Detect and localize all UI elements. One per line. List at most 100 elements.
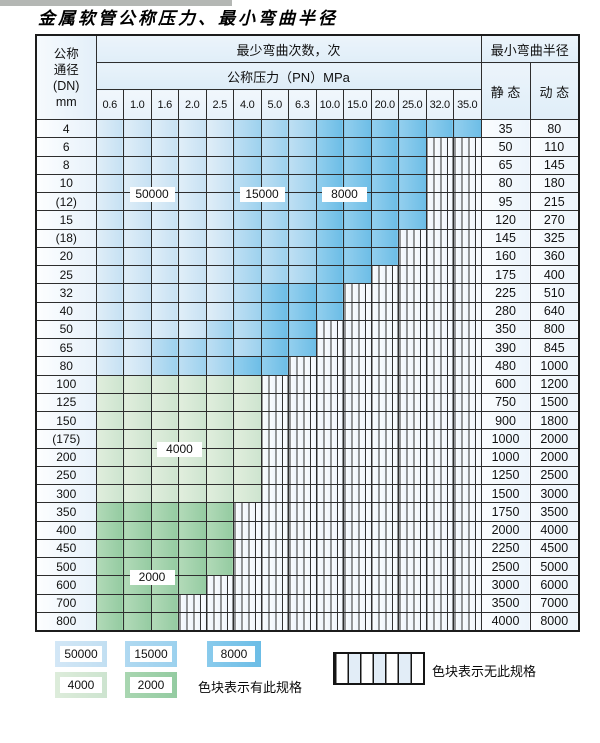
dn-value: 40 (35, 301, 97, 321)
zone-cell-no-spec (315, 465, 344, 486)
zone-cell-2000 (123, 611, 152, 632)
static-radius-value: 2000 (480, 520, 531, 540)
dn-header-line: 公称 (53, 46, 79, 61)
zone-cell-50000 (178, 191, 207, 212)
static-radius-value: 3500 (480, 593, 531, 613)
zone-cell-2000 (150, 520, 179, 540)
zone-cell-no-spec (425, 319, 454, 340)
table-row: 350 1750 3500 (35, 502, 580, 522)
pressure-tick: 15.0 (343, 89, 372, 120)
zone-cell-8000 (288, 301, 317, 321)
zone-cell-no-spec (398, 319, 427, 340)
zone-cell-no-spec (370, 337, 399, 358)
dynamic-radius-value: 80 (529, 118, 580, 139)
zone-cell-no-spec (453, 155, 482, 175)
dynamic-radius-value: 215 (529, 191, 580, 212)
zone-cell-no-spec (425, 410, 454, 431)
zone-cell-no-spec (398, 337, 427, 358)
legend-swatch-label: 8000 (213, 646, 255, 662)
zone-cell-8000 (370, 228, 399, 248)
dynamic-radius-value: 3500 (529, 502, 580, 522)
dynamic-radius-value: 510 (529, 283, 580, 303)
pressure-tick: 32.0 (425, 89, 454, 120)
scan-artifact-strip (0, 0, 232, 6)
zone-cell-2000 (95, 538, 124, 559)
zone-cell-50000 (178, 173, 207, 194)
zone-cell-2000 (205, 520, 234, 540)
dynamic-radius-value: 270 (529, 210, 580, 230)
zone-cell-50000 (123, 137, 152, 157)
table-row: 6 50 110 (35, 137, 580, 157)
zone-cell-no-spec (425, 356, 454, 376)
dn-value: (175) (35, 429, 97, 449)
dynamic-radius-value: 7000 (529, 593, 580, 613)
zone-cell-4000 (205, 410, 234, 431)
static-radius-value: 95 (480, 191, 531, 212)
zone-cell-no-spec (425, 374, 454, 394)
zone-cell-no-spec (453, 593, 482, 613)
zone-cell-4000 (233, 429, 262, 449)
zone-cell-no-spec (425, 502, 454, 522)
zone-cell-8000 (398, 118, 427, 139)
zone-cell-15000 (288, 155, 317, 175)
dynamic-radius-value: 360 (529, 246, 580, 267)
dn-value: 200 (35, 447, 97, 467)
dn-value: 25 (35, 264, 97, 285)
zone-cell-no-spec (453, 392, 482, 413)
zone-cell-2000 (150, 538, 179, 559)
zone-cell-50000 (95, 210, 124, 230)
zone-cell-8000 (315, 228, 344, 248)
zone-cell-no-spec (453, 264, 482, 285)
zone-cell-no-spec (370, 483, 399, 504)
zone-cell-50000 (178, 155, 207, 175)
zone-cell-no-spec (343, 392, 372, 413)
zone-cell-no-spec (425, 392, 454, 413)
zone-cell-15000 (288, 173, 317, 194)
table-row: 300 1500 3000 (35, 483, 580, 504)
zone-cell-no-spec (315, 502, 344, 522)
zone-cell-no-spec (288, 520, 317, 540)
zone-cell-50000 (123, 319, 152, 340)
zone-cell-no-spec (398, 502, 427, 522)
legend-swatch-8000: 8000 (207, 641, 261, 667)
zone-cell-no-spec (453, 538, 482, 559)
zone-cell-4000 (233, 374, 262, 394)
zone-cell-no-spec (260, 593, 289, 613)
table-row: 25 175 400 (35, 264, 580, 285)
zone-cell-no-spec (398, 228, 427, 248)
spec-table: 公称 通径 (DN) mm 最少弯曲次数，次 最小弯曲半径 公称压力（PN）MP… (35, 34, 581, 632)
table-row: 80 480 1000 (35, 356, 580, 376)
dn-value: 8 (35, 155, 97, 175)
zone-cell-50000 (205, 301, 234, 321)
static-header: 静 态 (480, 62, 531, 120)
zone-cell-no-spec (343, 502, 372, 522)
zone-cell-no-spec (398, 520, 427, 540)
zone-cell-50000 (95, 356, 124, 376)
zone-cell-4000 (205, 429, 234, 449)
dn-value: 20 (35, 246, 97, 267)
zone-cell-8000 (398, 173, 427, 194)
zone-cell-8000 (343, 228, 372, 248)
dynamic-radius-value: 110 (529, 137, 580, 157)
static-radius-value: 390 (480, 337, 531, 358)
table-row: 65 390 845 (35, 337, 580, 358)
zone-cell-no-spec (315, 356, 344, 376)
zone-cell-50000 (95, 246, 124, 267)
zone-cell-no-spec (343, 538, 372, 559)
zone-cell-no-spec (315, 410, 344, 431)
zone-cell-no-spec (315, 337, 344, 358)
zone-cell-8000 (370, 118, 399, 139)
zone-cell-8000 (315, 155, 344, 175)
zone-cell-2000 (178, 520, 207, 540)
legend-swatch-label: 4000 (60, 677, 102, 693)
zone-cell-50000 (205, 118, 234, 139)
zone-cell-no-spec (398, 538, 427, 559)
dn-value: 400 (35, 520, 97, 540)
zone-cell-8000 (315, 264, 344, 285)
zone-cell-no-spec (398, 374, 427, 394)
dn-value: (18) (35, 228, 97, 248)
dynamic-radius-value: 1000 (529, 356, 580, 376)
zone-cell-8000 (453, 118, 482, 139)
zone-cell-no-spec (425, 264, 454, 285)
zone-cell-8000 (398, 155, 427, 175)
